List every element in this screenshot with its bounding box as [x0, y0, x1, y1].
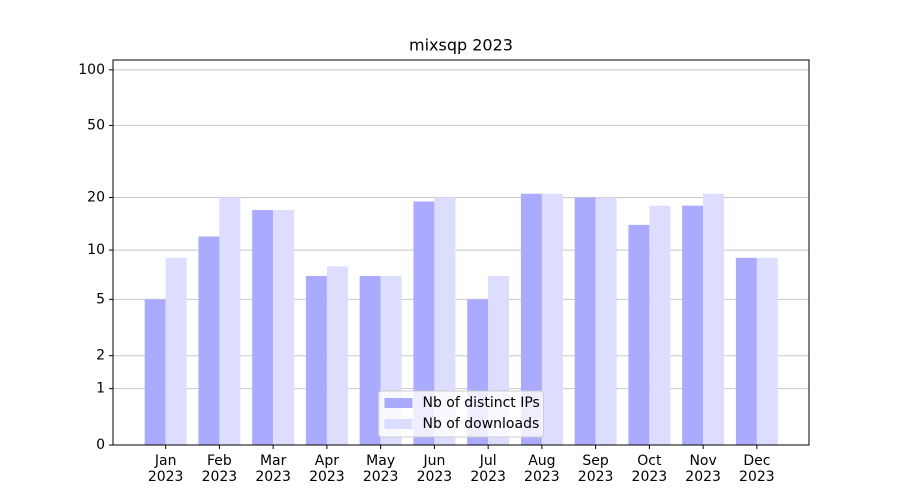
x-tick-label: Sep 2023	[577, 453, 614, 485]
x-tick-label: Feb 2023	[201, 453, 238, 485]
y-tick-label: 1	[96, 381, 105, 397]
x-tick-label: Jan 2023	[147, 453, 184, 485]
bar	[703, 193, 725, 445]
bar	[735, 257, 757, 445]
bar	[359, 275, 381, 445]
bar	[219, 197, 241, 445]
y-tick-label: 20	[87, 190, 105, 206]
bar	[434, 197, 456, 445]
plot-frame	[112, 59, 810, 446]
bar	[326, 266, 348, 445]
x-tick-label: Aug 2023	[524, 453, 560, 485]
bar	[649, 205, 671, 445]
y-tick-label: 100	[78, 62, 105, 78]
bar	[682, 205, 704, 445]
bar	[273, 210, 295, 445]
legend-box	[378, 390, 544, 438]
bar	[595, 197, 617, 445]
bar	[144, 299, 166, 445]
x-tick-label: Oct 2023	[631, 453, 668, 485]
legend: Nb of distinct IPs Nb of downloads	[378, 390, 544, 438]
y-tick-label: 5	[96, 291, 105, 307]
chart-title: mixsqp 2023	[409, 36, 513, 55]
y-tick-label: 10	[87, 242, 105, 258]
x-tick-label: May 2023	[362, 453, 399, 485]
legend-swatch	[384, 398, 413, 408]
bar	[413, 201, 435, 445]
y-tick-label: 2	[96, 348, 105, 364]
legend-label: Nb of distinct IPs	[423, 395, 540, 411]
bar	[574, 197, 596, 445]
bar	[165, 257, 187, 445]
y-tick-label: 0	[96, 437, 105, 453]
x-tick-label: Apr 2023	[309, 453, 345, 485]
x-tick-label: Dec 2023	[739, 453, 775, 485]
bar	[756, 257, 778, 445]
bar	[541, 193, 563, 445]
bar	[520, 193, 542, 445]
bar	[305, 275, 327, 445]
x-tick-label: Jun 2023	[416, 453, 453, 485]
x-tick-label: Jul 2023	[470, 453, 506, 485]
x-tick-label: Mar 2023	[255, 453, 291, 485]
legend-label: Nb of downloads	[423, 416, 540, 432]
bar	[628, 224, 650, 445]
bar	[198, 236, 220, 445]
bar	[252, 210, 274, 445]
x-tick-label: Nov 2023	[685, 453, 721, 485]
legend-swatch	[384, 419, 413, 429]
y-tick-label: 50	[87, 117, 105, 133]
